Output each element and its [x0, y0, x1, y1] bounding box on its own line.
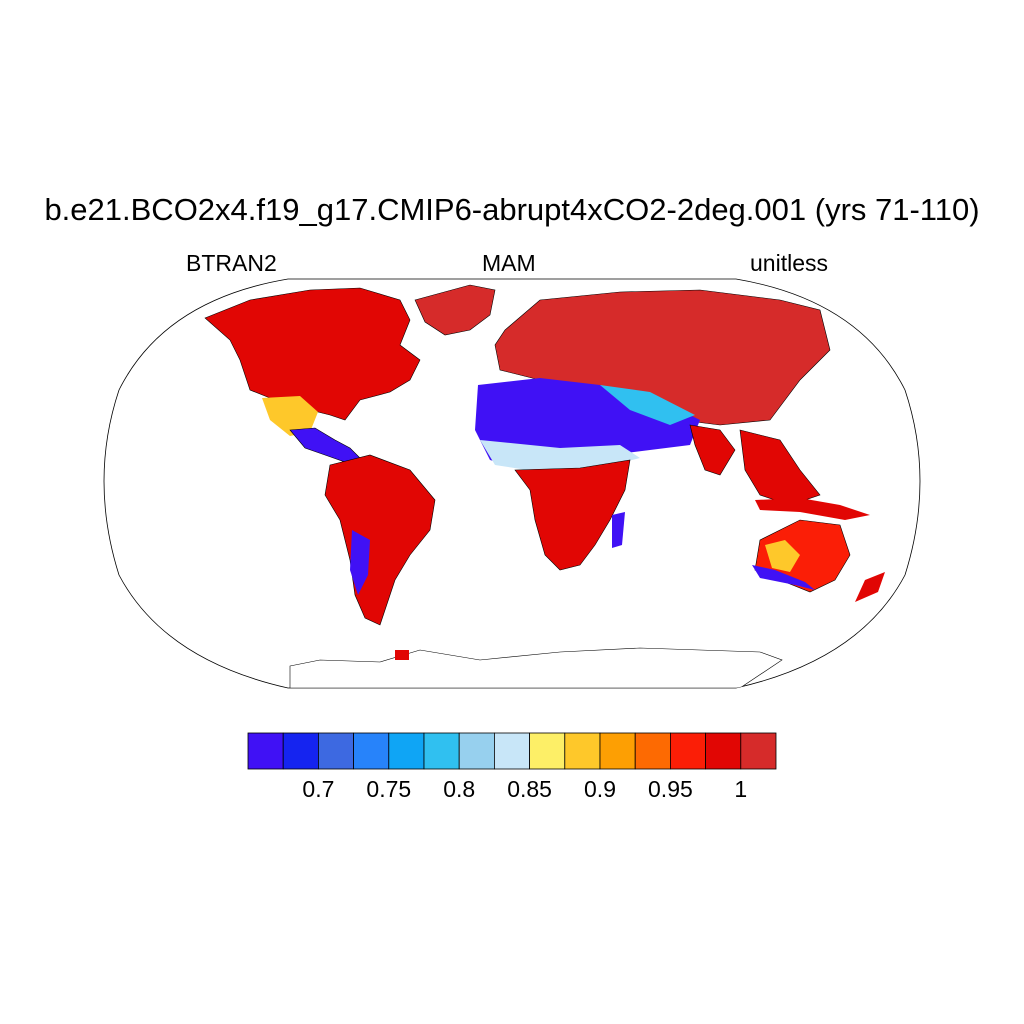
colorbar-cell [529, 732, 566, 770]
colorbar-cell [564, 732, 601, 770]
colorbar-cell [247, 732, 284, 770]
colorbar-tick-label: 0.95 [648, 776, 693, 802]
units-label: unitless [750, 250, 828, 276]
region-middle-east [600, 385, 695, 425]
region-indonesia [755, 498, 870, 520]
region-sahel [480, 440, 640, 472]
colorbar-tick-label: 0.8 [443, 776, 476, 802]
region-greenland [414, 284, 496, 336]
season-label: MAM [482, 250, 536, 276]
region-new-zealand [855, 572, 885, 602]
colorbar-tick-label: 0.75 [366, 776, 412, 802]
variable-label: BTRAN2 [186, 250, 277, 276]
colorbar-tick-label: 0.85 [507, 776, 552, 802]
plot-title: b.e21.BCO2x4.f19_g17.CMIP6-abrupt4xCO2-2… [44, 192, 980, 227]
region-sa-dry [350, 530, 370, 595]
colorbar-tick-label: 1 [734, 776, 748, 802]
colorbar-cell [599, 732, 636, 770]
colorbar-cell [670, 732, 707, 770]
colorbar-tick-label: 0.7 [302, 776, 335, 802]
region-india [689, 424, 736, 476]
colorbar-cell [423, 732, 460, 770]
colorbar-cell [317, 732, 354, 770]
region-antarctica-coast [289, 647, 783, 688]
antarctica-peninsula-cell [395, 650, 409, 660]
colorbar-cell [493, 732, 530, 770]
colorbar-tick-label: 0.9 [584, 776, 616, 802]
region-south-america [324, 454, 436, 626]
region-australia-south [765, 540, 800, 572]
region-eurasia [494, 289, 831, 426]
region-north-america [204, 287, 421, 421]
colorbar-cell [353, 732, 390, 770]
colorbar-cell [705, 732, 742, 770]
region-africa [514, 459, 631, 571]
colorbar-cell [458, 732, 495, 770]
colorbar-cell [634, 732, 671, 770]
region-na-dry [262, 396, 318, 436]
colorbar-cell [388, 732, 425, 770]
colorbar-cell [282, 732, 319, 770]
colorbar-cell [740, 732, 777, 770]
region-australia-coast [752, 565, 815, 590]
region-madagascar [612, 512, 625, 548]
